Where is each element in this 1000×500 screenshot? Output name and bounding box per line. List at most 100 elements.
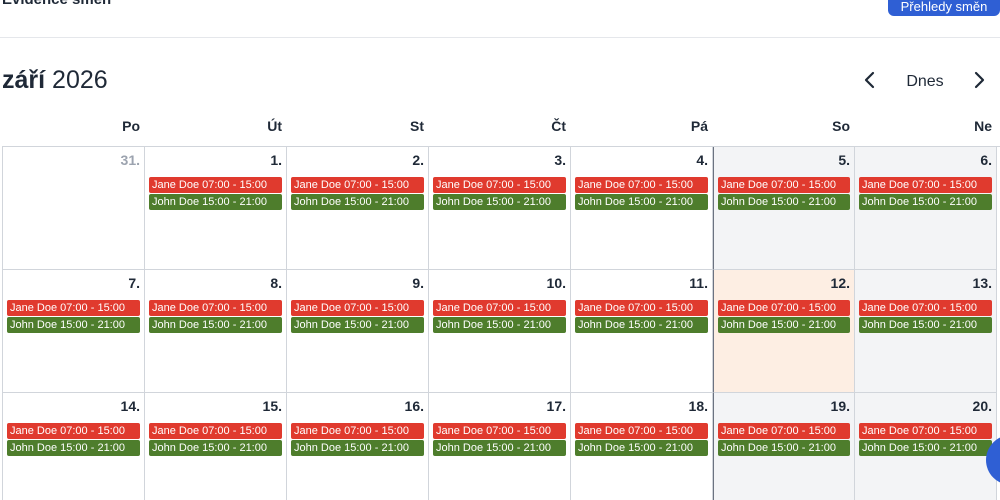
- shift-event[interactable]: John Doe 15:00 - 21:00: [859, 194, 992, 210]
- day-cell[interactable]: 9. Jane Doe 07:00 - 15:00 John Doe 15:00 -…: [287, 270, 429, 393]
- shift-event[interactable]: Jane Doe 07:00 - 15:00: [291, 300, 424, 316]
- day-events: Jane Doe 07:00 - 15:00 John Doe 15:00 - 2…: [433, 423, 566, 457]
- shift-event[interactable]: Jane Doe 07:00 - 15:00: [149, 423, 282, 439]
- shift-event[interactable]: John Doe 15:00 - 21:00: [859, 317, 992, 333]
- shift-event[interactable]: John Doe 15:00 - 21:00: [7, 317, 140, 333]
- day-events: Jane Doe 07:00 - 15:00 John Doe 15:00 - 2…: [718, 423, 850, 457]
- day-number: 14.: [120, 398, 140, 414]
- day-number: 11.: [689, 275, 708, 291]
- year-label: 2026: [52, 66, 108, 94]
- chevron-left-icon: [864, 71, 875, 89]
- day-number: 18.: [688, 398, 708, 414]
- shift-event[interactable]: John Doe 15:00 - 21:00: [291, 317, 424, 333]
- shift-event[interactable]: Jane Doe 07:00 - 15:00: [433, 423, 566, 439]
- day-cell-today[interactable]: 12. Jane Doe 07:00 - 15:00 John Doe 15:00 …: [713, 270, 855, 393]
- chevron-right-icon: [974, 71, 985, 89]
- day-cell[interactable]: 15. Jane Doe 07:00 - 15:00 John Doe 15:00 …: [145, 393, 287, 500]
- prev-month-button[interactable]: [858, 68, 882, 94]
- day-cell[interactable]: 20. Jane Doe 07:00 - 15:00 John Doe 15:00 …: [855, 393, 997, 500]
- shift-event[interactable]: John Doe 15:00 - 21:00: [433, 194, 566, 210]
- shift-event[interactable]: Jane Doe 07:00 - 15:00: [859, 423, 992, 439]
- shift-event[interactable]: Jane Doe 07:00 - 15:00: [291, 423, 424, 439]
- day-cell[interactable]: 19. Jane Doe 07:00 - 15:00 John Doe 15:00 …: [713, 393, 855, 500]
- day-number: 31.: [120, 152, 140, 168]
- shift-event[interactable]: John Doe 15:00 - 21:00: [7, 440, 140, 456]
- month-title: září 2026: [2, 66, 108, 95]
- shift-event[interactable]: John Doe 15:00 - 21:00: [433, 440, 566, 456]
- shift-event[interactable]: John Doe 15:00 - 21:00: [149, 194, 282, 210]
- shift-event[interactable]: John Doe 15:00 - 21:00: [718, 194, 850, 210]
- shift-event[interactable]: John Doe 15:00 - 21:00: [433, 317, 566, 333]
- shift-event[interactable]: John Doe 15:00 - 21:00: [575, 194, 708, 210]
- top-bar: Evidence směn Přehledy směn: [0, 0, 1000, 38]
- day-events: Jane Doe 07:00 - 15:00 John Doe 15:00 - 2…: [718, 177, 850, 211]
- day-cell[interactable]: 5. Jane Doe 07:00 - 15:00 John Doe 15:00 -…: [713, 147, 855, 270]
- day-cell[interactable]: 17. Jane Doe 07:00 - 15:00 John Doe 15:00 …: [429, 393, 571, 500]
- day-cell[interactable]: 13. Jane Doe 07:00 - 15:00 John Doe 15:00 …: [855, 270, 997, 393]
- day-number: 3.: [554, 152, 566, 168]
- shift-event[interactable]: Jane Doe 07:00 - 15:00: [149, 177, 282, 193]
- day-cell[interactable]: 16. Jane Doe 07:00 - 15:00 John Doe 15:00 …: [287, 393, 429, 500]
- shift-event[interactable]: Jane Doe 07:00 - 15:00: [575, 300, 708, 316]
- weekday-label: St: [410, 118, 424, 134]
- day-number: 19.: [830, 398, 850, 414]
- shift-event[interactable]: Jane Doe 07:00 - 15:00: [149, 300, 282, 316]
- day-events: Jane Doe 07:00 - 15:00 John Doe 15:00 - 2…: [291, 300, 424, 334]
- day-cell[interactable]: 10. Jane Doe 07:00 - 15:00 John Doe 15:00 …: [429, 270, 571, 393]
- weekday-header-row: Po Út St Čt Pá So Ne: [2, 118, 1000, 138]
- day-cell[interactable]: 31.: [3, 147, 145, 270]
- day-number: 8.: [270, 275, 282, 291]
- shift-event[interactable]: Jane Doe 07:00 - 15:00: [575, 177, 708, 193]
- day-cell[interactable]: 14. Jane Doe 07:00 - 15:00 John Doe 15:00 …: [3, 393, 145, 500]
- day-number: 17.: [546, 398, 566, 414]
- shift-event[interactable]: John Doe 15:00 - 21:00: [149, 440, 282, 456]
- shift-event[interactable]: Jane Doe 07:00 - 15:00: [291, 177, 424, 193]
- day-events: Jane Doe 07:00 - 15:00 John Doe 15:00 - 2…: [859, 177, 992, 211]
- shift-event[interactable]: John Doe 15:00 - 21:00: [575, 440, 708, 456]
- day-cell[interactable]: 4. Jane Doe 07:00 - 15:00 John Doe 15:00 -…: [571, 147, 713, 270]
- shift-event[interactable]: John Doe 15:00 - 21:00: [718, 440, 850, 456]
- shift-event[interactable]: John Doe 15:00 - 21:00: [718, 317, 850, 333]
- shift-event[interactable]: John Doe 15:00 - 21:00: [859, 440, 992, 456]
- shift-event[interactable]: John Doe 15:00 - 21:00: [575, 317, 708, 333]
- shift-event[interactable]: Jane Doe 07:00 - 15:00: [7, 423, 140, 439]
- shift-event[interactable]: John Doe 15:00 - 21:00: [149, 317, 282, 333]
- floating-action-button[interactable]: [986, 435, 1000, 485]
- next-month-button[interactable]: [967, 68, 991, 94]
- day-cell[interactable]: 1. Jane Doe 07:00 - 15:00 John Doe 15:00 -…: [145, 147, 287, 270]
- day-cell[interactable]: 2. Jane Doe 07:00 - 15:00 John Doe 15:00 -…: [287, 147, 429, 270]
- day-number: 1.: [270, 152, 282, 168]
- weekday-label: So: [832, 118, 850, 134]
- day-cell[interactable]: 3. Jane Doe 07:00 - 15:00 John Doe 15:00 -…: [429, 147, 571, 270]
- day-cell[interactable]: 11. Jane Doe 07:00 - 15:00 John Doe 15:00 …: [571, 270, 713, 393]
- shift-event[interactable]: John Doe 15:00 - 21:00: [291, 194, 424, 210]
- shift-event[interactable]: Jane Doe 07:00 - 15:00: [433, 177, 566, 193]
- weekday-label: Po: [122, 118, 140, 134]
- shift-event[interactable]: Jane Doe 07:00 - 15:00: [433, 300, 566, 316]
- day-events: Jane Doe 07:00 - 15:00 John Doe 15:00 - 2…: [7, 423, 140, 457]
- today-button[interactable]: Dnes: [896, 71, 954, 93]
- weekday-label: Pá: [690, 118, 708, 134]
- calendar-header: září 2026 Dnes: [0, 62, 1000, 102]
- day-cell[interactable]: 6. Jane Doe 07:00 - 15:00 John Doe 15:00 -…: [855, 147, 997, 270]
- day-cell[interactable]: 8. Jane Doe 07:00 - 15:00 John Doe 15:00 -…: [145, 270, 287, 393]
- day-events: Jane Doe 07:00 - 15:00 John Doe 15:00 - 2…: [859, 423, 992, 457]
- shift-event[interactable]: Jane Doe 07:00 - 15:00: [7, 300, 140, 316]
- shift-event[interactable]: John Doe 15:00 - 21:00: [291, 440, 424, 456]
- shift-event[interactable]: Jane Doe 07:00 - 15:00: [718, 423, 850, 439]
- day-cell[interactable]: 7. Jane Doe 07:00 - 15:00 John Doe 15:00 -…: [3, 270, 145, 393]
- day-number: 6.: [980, 152, 992, 168]
- shift-event[interactable]: Jane Doe 07:00 - 15:00: [859, 177, 992, 193]
- shift-event[interactable]: Jane Doe 07:00 - 15:00: [718, 177, 850, 193]
- month-grid: 31. 1. Jane Doe 07:00 - 15:00 John Doe 15:0…: [2, 146, 1000, 500]
- day-events: Jane Doe 07:00 - 15:00 John Doe 15:00 - 2…: [291, 177, 424, 211]
- day-number: 2.: [412, 152, 424, 168]
- shift-event[interactable]: Jane Doe 07:00 - 15:00: [859, 300, 992, 316]
- shift-event[interactable]: Jane Doe 07:00 - 15:00: [718, 300, 850, 316]
- month-name: září: [2, 66, 46, 94]
- shift-overview-button[interactable]: Přehledy směn: [888, 0, 1000, 16]
- day-number: 5.: [838, 152, 850, 168]
- day-number: 13.: [972, 275, 992, 291]
- shift-event[interactable]: Jane Doe 07:00 - 15:00: [575, 423, 708, 439]
- day-cell[interactable]: 18. Jane Doe 07:00 - 15:00 John Doe 15:00 …: [571, 393, 713, 500]
